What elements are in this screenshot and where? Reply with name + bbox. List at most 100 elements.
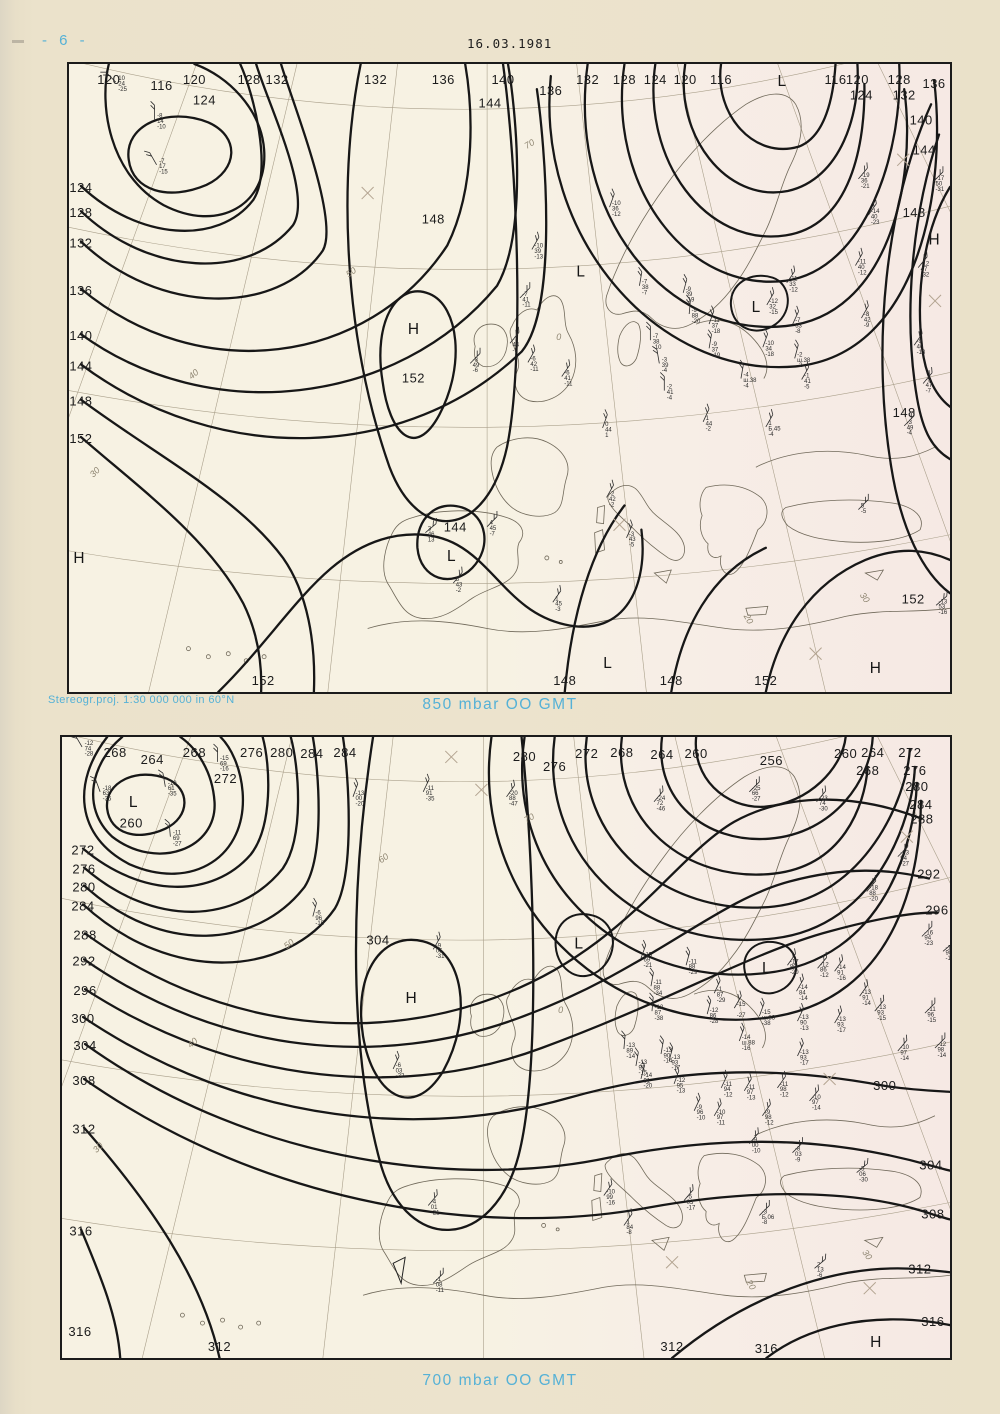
pressure-center-label: H: [870, 660, 881, 677]
svg-text:-7: -7: [490, 532, 496, 538]
station-plot: -998-12: [762, 1098, 774, 1127]
contour-value-label: 260: [120, 816, 143, 831]
svg-text:-38: -38: [762, 1021, 771, 1027]
svg-text:-12: -12: [85, 741, 94, 747]
svg-text:14: 14: [157, 119, 164, 125]
graticule-label: 30: [860, 1248, 874, 1262]
svg-text:-11: -11: [564, 381, 573, 387]
svg-text:ш.38: ш.38: [797, 358, 811, 364]
svg-text:-9: -9: [692, 308, 698, 314]
station-plot: -242-2: [606, 479, 616, 508]
svg-text:-10: -10: [697, 1116, 706, 1122]
svg-text:17: 17: [159, 164, 166, 170]
svg-text:-13: -13: [837, 1017, 846, 1023]
station-plot: -738-7: [637, 266, 649, 297]
svg-text:-8: -8: [864, 312, 870, 318]
station-plot: -15 -27: [733, 990, 746, 1019]
isohypse-contours-700: [79, 737, 950, 1358]
graticule-label: 40: [187, 367, 201, 381]
contour-value-label: 144: [479, 95, 502, 110]
svg-text:-9: -9: [864, 323, 870, 329]
svg-text:-31: -31: [936, 187, 945, 193]
svg-text:-20: -20: [790, 970, 799, 976]
pressure-center-label: H: [928, 231, 939, 248]
contour-value-label: 276: [240, 745, 263, 760]
svg-text:47: 47: [926, 383, 933, 389]
station-plot: -349-6: [469, 347, 481, 374]
svg-text:94: 94: [724, 1087, 731, 1093]
svg-text:38: 38: [653, 340, 660, 346]
svg-text:-16: -16: [606, 1200, 615, 1206]
svg-text:-12: -12: [710, 1008, 719, 1014]
svg-text:33: 33: [795, 323, 802, 329]
svg-text:41: 41: [804, 379, 811, 385]
svg-text:87: 87: [655, 1011, 662, 1017]
svg-text:94: 94: [924, 936, 931, 942]
station-plot: -1598-18: [942, 942, 950, 962]
contour-value-label: 116: [710, 72, 732, 87]
station-plot: -803-9: [792, 1137, 803, 1163]
station-plot: -717-15: [144, 150, 168, 176]
svg-text:44: 44: [605, 427, 612, 433]
svg-text:-9: -9: [917, 339, 923, 345]
svg-text:-14: -14: [900, 1056, 909, 1062]
svg-text:-12: -12: [937, 1042, 946, 1048]
svg-text:-8: -8: [157, 113, 163, 119]
contour-value-label: 308: [72, 1073, 95, 1088]
svg-text:94: 94: [900, 856, 907, 862]
station-plot: -547-7: [922, 367, 933, 394]
contour-value-label: 276: [543, 759, 566, 774]
svg-text:40: 40: [871, 215, 878, 221]
contour-value-label: 276: [903, 763, 926, 778]
svg-text:97: 97: [812, 1100, 819, 1106]
svg-text:-7: -7: [653, 334, 659, 340]
svg-text:-15: -15: [220, 756, 229, 762]
svg-text:-21: -21: [431, 1210, 440, 1216]
svg-text:-6: -6: [564, 370, 570, 376]
contour-value-label: 316: [921, 1314, 944, 1329]
station-plot: -738-10: [646, 321, 662, 351]
svg-text:-7: -7: [522, 292, 528, 298]
svg-text:-6: -6: [473, 368, 479, 374]
svg-text:-23: -23: [871, 220, 880, 226]
svg-text:-3: -3: [762, 1209, 768, 1215]
svg-text:91: 91: [837, 971, 844, 977]
svg-text:-27: -27: [900, 861, 909, 867]
svg-text:-35: -35: [426, 797, 435, 803]
svg-text:74: 74: [819, 801, 826, 807]
svg-text:-12: -12: [612, 212, 621, 218]
svg-text:-15: -15: [737, 1002, 746, 1008]
svg-text:-9: -9: [712, 342, 718, 348]
svg-text:-25: -25: [752, 786, 761, 792]
svg-text:-12: -12: [677, 1078, 686, 1084]
svg-text:38: 38: [642, 285, 649, 291]
svg-text:-29: -29: [689, 970, 698, 976]
svg-text:42: 42: [609, 497, 616, 503]
contour-value-label: 316: [69, 1223, 92, 1238]
contour-value-label: 136: [539, 83, 562, 98]
svg-text:91: 91: [426, 791, 433, 797]
station-plot: -900-10: [749, 1127, 761, 1154]
contour-value-label: 280: [513, 749, 536, 764]
contour-value-label: 132: [69, 235, 92, 250]
svg-text:-18: -18: [869, 886, 878, 892]
station-plot: -4ш.38-4: [739, 359, 757, 389]
svg-text:72: 72: [657, 801, 664, 807]
svg-text:80: 80: [790, 965, 797, 971]
svg-text:69: 69: [643, 958, 650, 964]
svg-text:66: 66: [752, 791, 759, 797]
pressure-center-label: H: [870, 1334, 881, 1351]
svg-text:-16: -16: [742, 1046, 751, 1052]
